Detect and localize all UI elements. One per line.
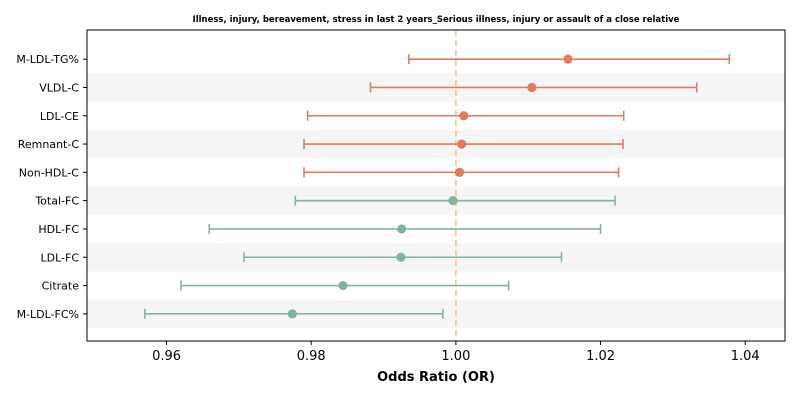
category-label: Total-FC <box>34 195 79 208</box>
category-label: M-LDL-TG% <box>16 53 79 66</box>
odds-ratio-point <box>459 111 469 121</box>
plot-frame <box>86 29 786 342</box>
ci-row <box>243 252 563 263</box>
odds-ratio-point <box>338 280 348 291</box>
ci-row <box>369 82 698 93</box>
ci-row <box>306 110 625 121</box>
x-tick-label: 0.96 <box>152 349 181 364</box>
category-label: LDL-CE <box>40 110 79 123</box>
odds-ratio-point <box>397 224 407 234</box>
x-tick-label: 0.98 <box>297 349 326 364</box>
odds-ratio-point <box>527 82 537 93</box>
ci-marks <box>144 54 731 319</box>
category-label: M-LDL-FC% <box>17 308 79 321</box>
x-tick-label: 1.00 <box>441 349 470 364</box>
chart-title: Illness, injury, bereavement, stress in … <box>193 15 680 25</box>
ci-row <box>294 195 616 206</box>
x-tick-label: 1.02 <box>586 349 615 364</box>
category-label: HDL-FC <box>38 223 79 236</box>
category-label: Non-HDL-C <box>19 166 80 179</box>
x-axis-label: Odds Ratio (OR) <box>377 370 495 385</box>
category-label: Citrate <box>42 280 80 293</box>
ci-row <box>303 167 620 178</box>
odds-ratio-point <box>563 54 573 64</box>
ci-row <box>408 54 731 65</box>
odds-ratio-point <box>448 196 458 206</box>
x-tick-label: 1.04 <box>731 349 760 364</box>
category-label: Remnant-C <box>18 138 80 151</box>
odds-ratio-point <box>287 309 298 319</box>
ci-row <box>303 139 624 150</box>
category-labels: M-LDL-TG% VLDL-C LDL-CE Remnant-C Non-HDL-C T… <box>16 53 79 321</box>
odds-ratio-point <box>454 167 465 177</box>
odds-ratio-point <box>396 252 406 262</box>
x-axis-ticks: 0.96 0.98 1.00 1.02 1.04 <box>83 58 760 364</box>
ci-row <box>208 223 602 234</box>
odds-ratio-point <box>457 139 467 149</box>
ci-row <box>180 280 510 291</box>
ci-row <box>144 308 444 319</box>
category-label: LDL-FC <box>40 251 79 264</box>
category-label: VLDL-C <box>39 81 79 94</box>
